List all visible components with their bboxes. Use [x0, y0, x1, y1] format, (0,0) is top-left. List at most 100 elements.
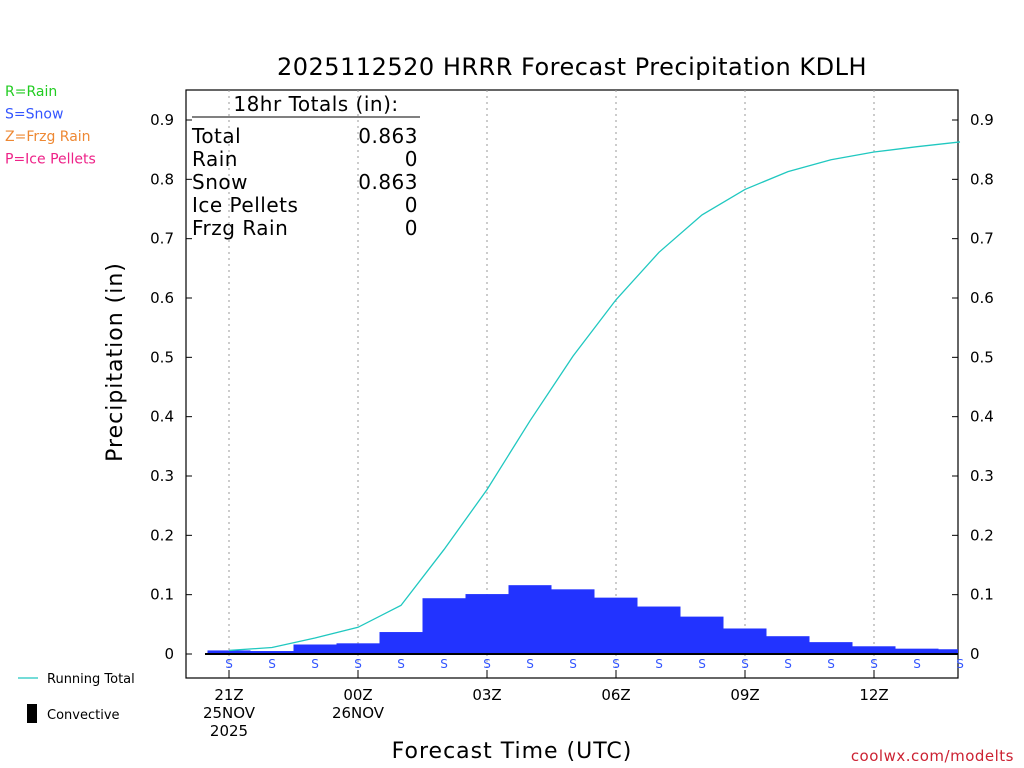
bar-snow — [852, 646, 896, 654]
y-tick-label-right: 0.4 — [970, 408, 994, 426]
bar-snow — [809, 642, 853, 654]
y-tick-label-left: 0.7 — [150, 230, 174, 248]
x-tick-label: 00Z — [343, 686, 372, 704]
totals-box: 18hr Totals (in): Total 0.863 Rain 0 Snow 0.8… — [191, 92, 420, 240]
y-tick-label-left: 0.4 — [150, 408, 174, 426]
ptype-marker: S — [913, 657, 921, 671]
precip-bars — [207, 585, 958, 654]
totals-row-label: Snow — [192, 170, 248, 194]
totals-row-value: 0.863 — [358, 170, 418, 194]
x-tick-label: 2025 — [210, 722, 248, 740]
totals-header: 18hr Totals (in): — [233, 92, 398, 116]
totals-row-value: 0 — [405, 193, 418, 217]
ptype-marker: S — [268, 657, 276, 671]
y-tick-label-left: 0.8 — [150, 170, 174, 188]
y-ticks-left: 0 0.1 0.2 0.3 0.4 0.5 0.6 0.7 0.8 0.9 — [150, 111, 192, 663]
y-tick-label-right: 0.9 — [970, 111, 994, 129]
bar-snow — [594, 597, 638, 654]
totals-row-label: Frzg Rain — [192, 216, 288, 240]
y-tick-label-left: 0.2 — [150, 526, 174, 544]
y-tick-label-left: 0 — [164, 645, 174, 663]
ptype-marker: S — [784, 657, 792, 671]
y-tick-label-left: 0.1 — [150, 586, 174, 604]
y-tick-label-left: 0.6 — [150, 289, 174, 307]
totals-row-value: 0.863 — [358, 124, 418, 148]
convective-legend-label: Convective — [47, 708, 120, 723]
y-tick-label-left: 0.9 — [150, 111, 174, 129]
totals-row-label: Ice Pellets — [192, 193, 298, 217]
y-tick-label-right: 0.8 — [970, 170, 994, 188]
y-tick-label-right: 0.6 — [970, 289, 994, 307]
x-tick-label: 06Z — [601, 686, 630, 704]
y-tick-label-right: 0.3 — [970, 467, 994, 485]
running-total-legend-label: Running Total — [47, 672, 135, 687]
totals-row-label: Rain — [192, 147, 238, 171]
y-tick-label-right: 0.7 — [970, 230, 994, 248]
ptype-marker: S — [655, 657, 663, 671]
ptype-legend-item: R=Rain — [5, 84, 57, 100]
ptype-marker: S — [483, 657, 491, 671]
running-total-polyline — [228, 141, 961, 652]
bar-snow — [637, 606, 681, 654]
ptype-marker: S — [612, 657, 620, 671]
y-tick-label-right: 0 — [970, 645, 980, 663]
y-tick-label-right: 0.1 — [970, 586, 994, 604]
y-tick-label-left: 0.3 — [150, 467, 174, 485]
series-legend: Running Total Convective — [18, 672, 135, 723]
grid-lines — [228, 90, 875, 678]
bar-snow — [551, 589, 595, 654]
x-tick-label: 09Z — [730, 686, 759, 704]
ptype-marker: S — [354, 657, 362, 671]
totals-row-label: Total — [191, 124, 241, 148]
ptype-marker: S — [698, 657, 706, 671]
plot-frame — [185, 89, 959, 679]
bar-snow — [250, 651, 294, 654]
ptype-legend-item: Z=Frzg Rain — [5, 129, 91, 145]
x-tick-label: 26NOV — [332, 704, 385, 722]
bar-snow — [293, 644, 337, 654]
x-tick-label: 03Z — [472, 686, 501, 704]
bar-snow — [508, 585, 552, 654]
ptype-marker: S — [225, 657, 233, 671]
ptype-legend: R=Rain S=Snow Z=Frzg Rain P=Ice Pellets — [5, 84, 96, 168]
x-axis-label: Forecast Time (UTC) — [392, 739, 633, 764]
y-axis-label: Precipitation (in) — [103, 262, 128, 462]
bar-snow — [723, 628, 767, 654]
bar-snow — [766, 636, 810, 654]
bar-snow — [680, 616, 724, 654]
convective-swatch — [27, 704, 37, 723]
y-ticks-right: 0 0.1 0.2 0.3 0.4 0.5 0.6 0.7 0.8 0.9 — [952, 111, 994, 663]
ptype-marker: S — [440, 657, 448, 671]
ptype-marker: S — [526, 657, 534, 671]
bar-snow — [422, 598, 466, 654]
x-tick-label: 25NOV — [203, 704, 256, 722]
bar-snow — [938, 649, 958, 654]
bar-snow — [465, 594, 509, 654]
chart-title: 2025112520 HRRR Forecast Precipitation K… — [277, 53, 867, 81]
ptype-marker: S — [956, 657, 964, 671]
bar-snow — [336, 643, 380, 654]
ptype-marker: S — [870, 657, 878, 671]
x-tick-label: 12Z — [859, 686, 888, 704]
ptype-marker: S — [741, 657, 749, 671]
credit-text: coolwx.com/modelts — [851, 747, 1014, 765]
x-tick-label: 21Z — [214, 686, 243, 704]
y-tick-label-right: 0.5 — [970, 348, 994, 366]
totals-row-value: 0 — [405, 216, 418, 240]
ptype-legend-item: S=Snow — [5, 107, 63, 123]
bar-snow — [207, 650, 251, 654]
ptype-marker: S — [311, 657, 319, 671]
ptype-marker: S — [827, 657, 835, 671]
bar-snow — [379, 632, 423, 654]
bar-snow — [895, 648, 939, 654]
totals-row-value: 0 — [405, 147, 418, 171]
y-tick-label-left: 0.5 — [150, 348, 174, 366]
ptype-marker: S — [397, 657, 405, 671]
running-total-line — [228, 141, 961, 652]
ptype-marker: S — [569, 657, 577, 671]
y-tick-label-right: 0.2 — [970, 526, 994, 544]
ptype-legend-item: P=Ice Pellets — [5, 152, 96, 168]
